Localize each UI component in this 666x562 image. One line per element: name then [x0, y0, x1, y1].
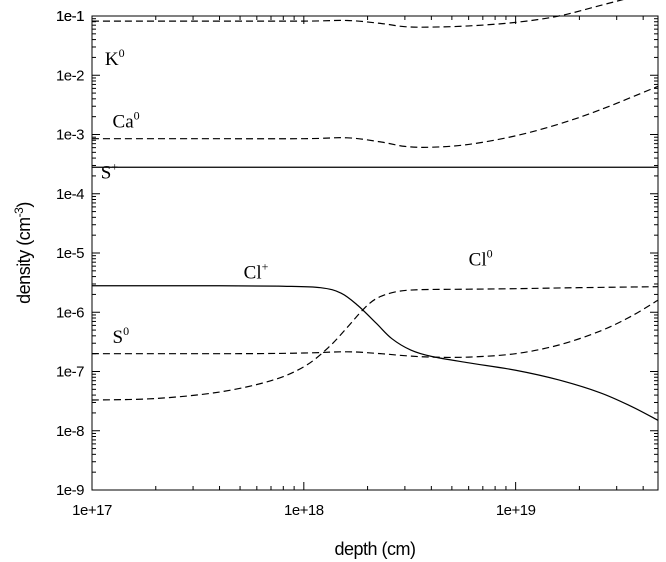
y-axis-title-sup: -3 — [12, 207, 26, 217]
series-label-sup: + — [262, 260, 269, 274]
series-label-base: S — [113, 327, 124, 348]
series-label-ca-zero: Ca0 — [113, 109, 140, 133]
series-label-base: Cl — [469, 249, 487, 270]
series-label-sup: 0 — [119, 46, 125, 60]
series-line-ca-zero — [92, 85, 659, 148]
y-tick-label: 1e-1 — [56, 8, 84, 25]
y-tick-label: 1e-5 — [56, 245, 84, 262]
series-curves — [91, 0, 659, 421]
series-label-s-plus: S+ — [101, 160, 119, 184]
series-line-k-zero — [92, 0, 624, 28]
series-label-cl-zero: Cl0 — [469, 246, 493, 270]
series-line-cl-plus — [91, 285, 659, 421]
tick-labels: 1e+171e+181e+191e-11e01e-11e-21e-31e-41e… — [56, 8, 536, 519]
x-axis-title: depth (cm) — [334, 539, 415, 559]
y-axis-title-close: ) — [14, 202, 34, 208]
x-tick-label: 1e+17 — [72, 502, 112, 519]
y-axis-title-base: density (cm — [14, 217, 34, 304]
series-label-sup: 0 — [487, 246, 493, 260]
axis-ticks — [91, 15, 658, 491]
series-label-base: Ca — [113, 112, 135, 133]
y-tick-label: 1e-4 — [56, 186, 84, 203]
series-label-base: Cl — [244, 263, 262, 284]
x-tick-label: 1e+18 — [284, 502, 324, 519]
y-tick-label: 1e-1 — [56, 8, 84, 25]
series-label-sup: 0 — [134, 109, 140, 123]
series-label-base: S — [101, 163, 112, 184]
y-tick-label: 1e-9 — [56, 482, 84, 499]
series-label-k-zero: K0 — [105, 46, 125, 70]
series-label-cl-plus: Cl+ — [244, 260, 269, 284]
series-label-sup: 0 — [123, 324, 129, 338]
series-label-base: K — [105, 49, 119, 70]
series-line-s-zero — [91, 299, 659, 359]
series-label-sup: + — [111, 160, 118, 174]
y-tick-label: 1e-3 — [56, 127, 84, 144]
plot-frame — [91, 15, 659, 491]
y-axis-title: density (cm-3) — [12, 202, 34, 304]
y-tick-label: 1e-2 — [56, 67, 84, 84]
series-label-s-zero: S0 — [113, 324, 130, 348]
y-tick-label: 1e-6 — [56, 304, 84, 321]
x-tick-label: 1e+19 — [496, 502, 536, 519]
y-tick-label: 1e-8 — [56, 423, 84, 440]
series-line-cl-zero — [91, 286, 659, 401]
y-tick-label: 1e-7 — [56, 364, 84, 381]
